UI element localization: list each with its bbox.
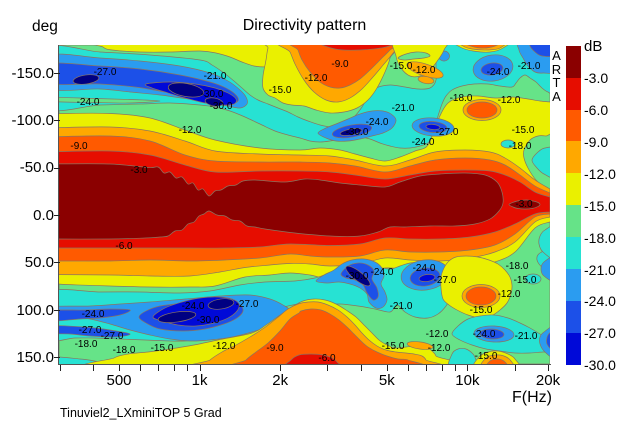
svg-text:-6.0: -6.0: [318, 353, 336, 364]
svg-text:-24.0: -24.0: [77, 97, 100, 108]
svg-text:-30.0: -30.0: [210, 101, 233, 112]
svg-text:-30.0: -30.0: [197, 315, 220, 326]
svg-text:-12.0: -12.0: [498, 95, 521, 106]
svg-text:-12.0: -12.0: [498, 289, 521, 300]
svg-text:-15.0: -15.0: [382, 341, 405, 352]
svg-text:-24.0: -24.0: [413, 263, 436, 274]
svg-text:-9.0: -9.0: [266, 343, 284, 354]
svg-text:-21.0: -21.0: [515, 331, 538, 342]
svg-text:-12.0: -12.0: [213, 341, 236, 352]
svg-text:-24.0: -24.0: [82, 309, 105, 320]
svg-text:-27.0: -27.0: [436, 127, 459, 138]
svg-text:-27.0: -27.0: [236, 299, 259, 310]
svg-text:-15.0: -15.0: [475, 351, 498, 362]
svg-text:-18.0: -18.0: [506, 261, 529, 272]
svg-text:-12.0: -12.0: [413, 65, 436, 76]
svg-text:-24.0: -24.0: [412, 137, 435, 148]
svg-text:-21.0: -21.0: [390, 301, 413, 312]
svg-text:-27.0: -27.0: [79, 325, 102, 336]
svg-text:-15.0: -15.0: [512, 125, 535, 136]
svg-text:-3.0: -3.0: [515, 199, 533, 210]
svg-text:-18.0: -18.0: [450, 93, 473, 104]
svg-text:-18.0: -18.0: [113, 345, 136, 356]
svg-text:-27.0: -27.0: [101, 331, 124, 342]
svg-text:-18.0: -18.0: [509, 141, 532, 152]
svg-text:-27.0: -27.0: [434, 275, 457, 286]
svg-text:-18.0: -18.0: [75, 339, 98, 350]
svg-text:-9.0: -9.0: [331, 59, 349, 70]
svg-text:-9.0: -9.0: [70, 141, 88, 152]
svg-text:-12.0: -12.0: [428, 343, 451, 354]
svg-text:-12.0: -12.0: [305, 73, 328, 84]
svg-text:-24.0: -24.0: [487, 67, 510, 78]
svg-text:-30.0: -30.0: [346, 127, 369, 138]
svg-text:-15.0: -15.0: [514, 275, 537, 286]
svg-text:-21.0: -21.0: [204, 71, 227, 82]
svg-text:-24.0: -24.0: [182, 301, 205, 312]
svg-text:-24.0: -24.0: [473, 329, 496, 340]
svg-text:-21.0: -21.0: [518, 61, 541, 72]
svg-text:-12.0: -12.0: [426, 329, 449, 340]
svg-text:-15.0: -15.0: [390, 61, 413, 72]
svg-text:-15.0: -15.0: [470, 305, 493, 316]
svg-text:-15.0: -15.0: [151, 343, 174, 354]
svg-text:-30.0: -30.0: [201, 89, 224, 100]
svg-text:-27.0: -27.0: [94, 67, 117, 78]
svg-text:-21.0: -21.0: [392, 103, 415, 114]
svg-text:-24.0: -24.0: [371, 267, 394, 278]
svg-text:-12.0: -12.0: [179, 125, 202, 136]
svg-text:-15.0: -15.0: [269, 85, 292, 96]
svg-text:-3.0: -3.0: [130, 165, 148, 176]
svg-text:-6.0: -6.0: [115, 241, 133, 252]
svg-text:-24.0: -24.0: [366, 117, 389, 128]
svg-text:-30.0: -30.0: [346, 271, 369, 282]
